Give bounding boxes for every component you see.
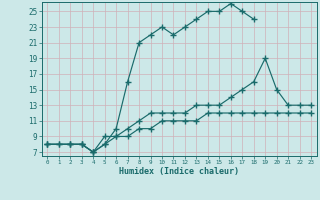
X-axis label: Humidex (Indice chaleur): Humidex (Indice chaleur) bbox=[119, 167, 239, 176]
